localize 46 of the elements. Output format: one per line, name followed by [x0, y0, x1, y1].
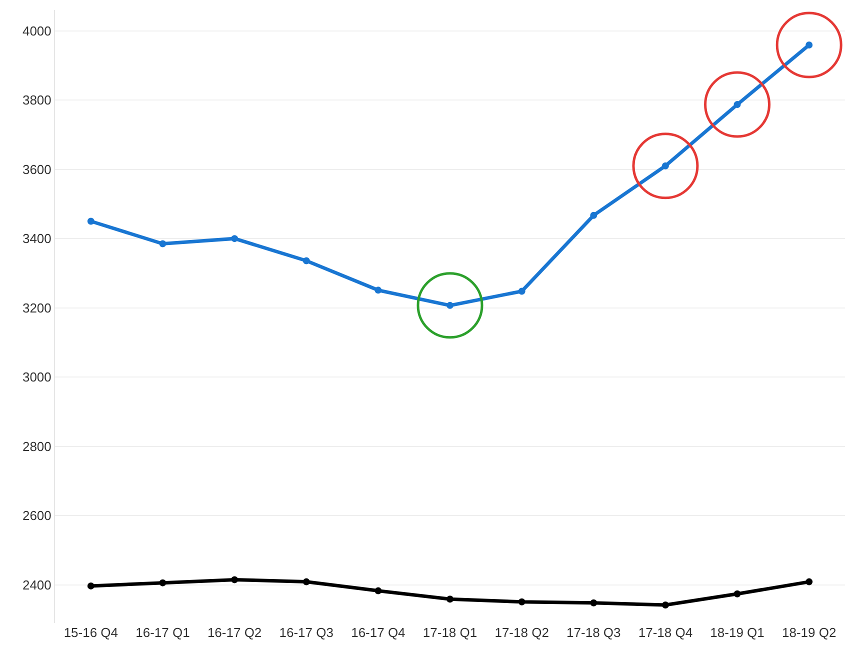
y-tick-label: 2600 — [22, 508, 52, 524]
point — [87, 582, 94, 590]
point — [302, 257, 310, 264]
point — [374, 587, 382, 594]
point — [590, 599, 598, 606]
y-tick-label: 3600 — [22, 162, 52, 177]
point — [231, 235, 238, 242]
point — [446, 302, 454, 309]
point — [590, 212, 598, 219]
point — [776, 12, 842, 78]
y-tick-label: 3000 — [22, 370, 52, 385]
point — [374, 286, 382, 294]
x-tick-label: 16-17 Q3 — [279, 625, 334, 640]
y-tick-label: 2800 — [22, 438, 52, 454]
point — [518, 598, 526, 606]
point — [734, 101, 741, 108]
y-tick-label: 2400 — [22, 577, 52, 592]
x-tick-label: 17-18 Q3 — [566, 625, 621, 640]
x-tick-label: 18-19 Q2 — [782, 625, 836, 640]
x-tick-label: 15-16 Q4 — [64, 625, 118, 640]
y-tick-label: 4000 — [22, 23, 52, 38]
point — [159, 579, 166, 586]
point — [662, 162, 669, 170]
x-tick-label: 17-18 Q2 — [494, 625, 549, 640]
point — [87, 218, 94, 225]
x-tick-label: 18-19 Q1 — [710, 625, 764, 640]
point — [416, 272, 484, 339]
point — [734, 590, 741, 598]
point — [159, 240, 166, 248]
x-tick-label: 17-18 Q4 — [638, 625, 693, 640]
y-tick-label: 3400 — [22, 231, 52, 246]
point — [704, 71, 771, 138]
y-tick-label: 3800 — [22, 92, 52, 108]
point — [518, 288, 526, 295]
point — [806, 578, 813, 586]
y-tick-label: 3200 — [22, 300, 52, 316]
point — [231, 576, 238, 584]
x-tick-label: 16-17 Q1 — [136, 625, 190, 640]
point — [806, 41, 813, 48]
x-tick-label: 17-18 Q1 — [422, 625, 478, 640]
point — [302, 578, 310, 586]
point — [446, 596, 454, 603]
x-tick-label: 16-17 Q2 — [207, 625, 262, 640]
x-tick-label: 16-17 Q4 — [351, 625, 406, 640]
point — [632, 132, 699, 200]
point — [662, 601, 669, 608]
